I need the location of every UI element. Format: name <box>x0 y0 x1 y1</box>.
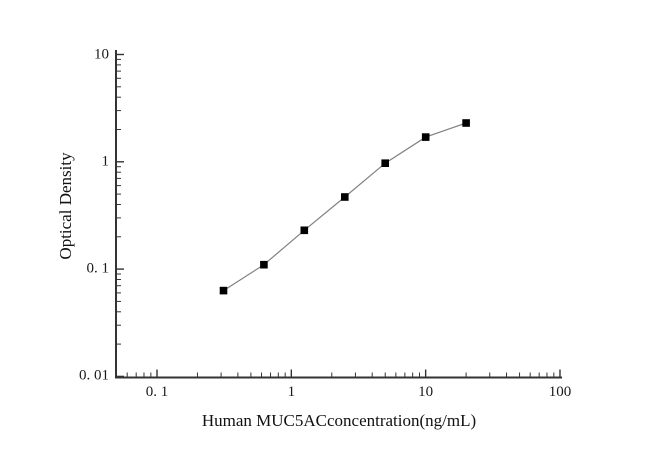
x-tick-label: 1 <box>287 384 296 400</box>
y-tick-label: 1 <box>101 153 110 170</box>
y-tick-label: 0. 01 <box>79 367 109 384</box>
series-line <box>223 122 467 292</box>
data-point-marker <box>300 226 309 235</box>
x-tick-label: 0. 1 <box>145 384 169 400</box>
data-point-marker <box>260 260 268 269</box>
x-tick-label: 10 <box>418 384 434 400</box>
data-point-marker <box>462 119 470 127</box>
y-axis-title: Optical Density <box>56 152 75 260</box>
x-tick-label: 100 <box>548 384 572 400</box>
data-point-marker <box>219 286 228 295</box>
data-point-marker <box>381 159 389 167</box>
data-point-marker <box>421 133 430 141</box>
y-tick-label: 10 <box>94 46 109 62</box>
y-tick-label: 0. 1 <box>86 260 110 277</box>
x-axis-title: Human MUC5ACconcentration(ng/mL) <box>201 411 477 430</box>
data-point-marker <box>341 193 349 201</box>
